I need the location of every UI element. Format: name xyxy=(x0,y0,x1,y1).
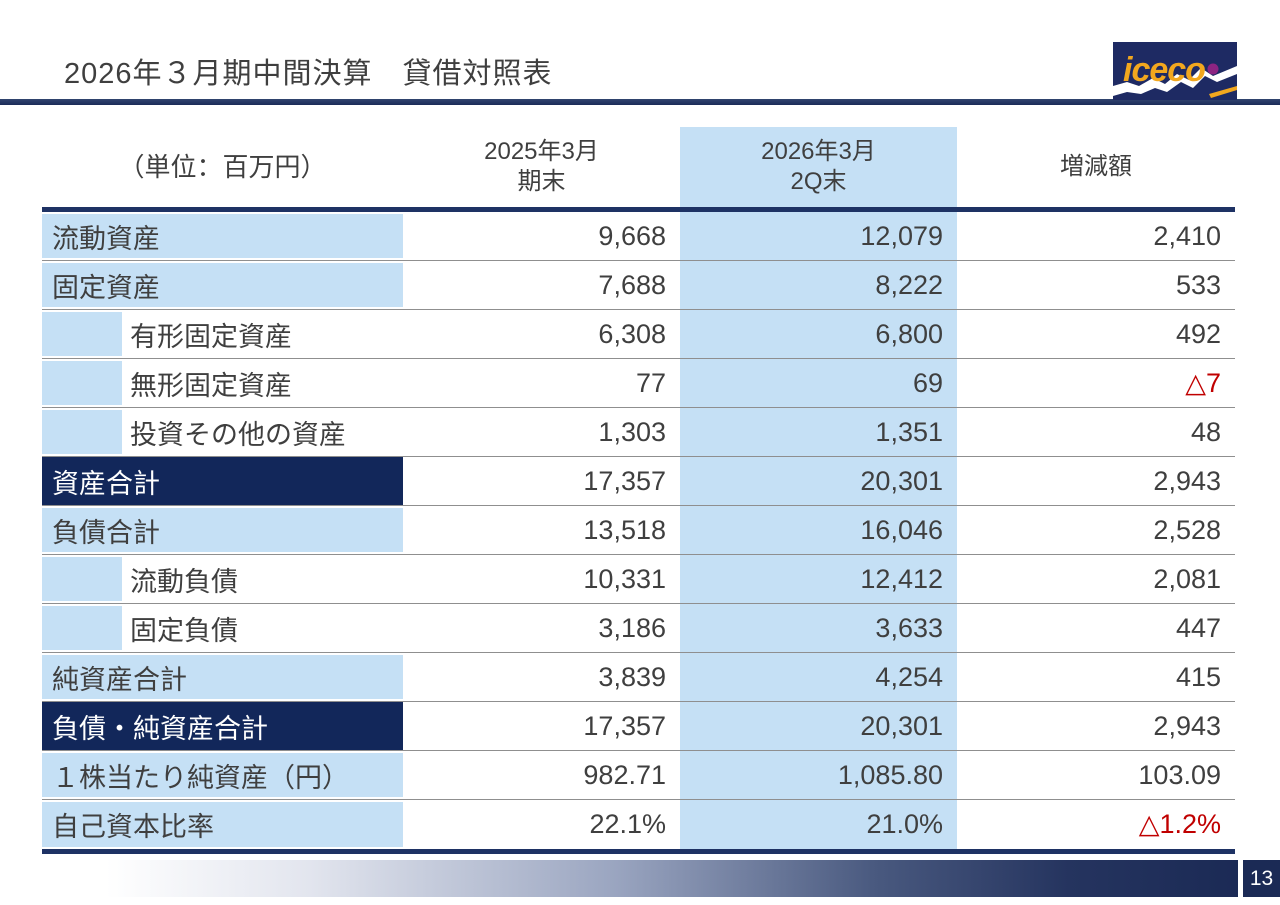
row-label: １株当たり純資産（円） xyxy=(42,751,403,799)
page-number: 13 xyxy=(1249,866,1274,890)
value-2026: 8,222 xyxy=(680,261,957,309)
row-label: 純資産合計 xyxy=(42,653,403,701)
value-2025: 7,688 xyxy=(598,269,666,300)
value-2025: 17,357 xyxy=(583,465,666,496)
value-2026: 4,254 xyxy=(680,653,957,701)
company-logo: iceco xyxy=(1113,42,1237,100)
value-2025: 3,186 xyxy=(598,612,666,643)
value-diff: 2,943 xyxy=(1153,465,1221,496)
col-header-2025: 2025年3月 期末 xyxy=(484,138,599,195)
value-2025: 3,839 xyxy=(598,661,666,692)
table-row: 流動資産 9,668 12,079 2,410 xyxy=(42,212,1235,261)
row-label: 流動負債 xyxy=(42,555,403,603)
table-body: 流動資産 9,668 12,079 2,410 固定資産 7,688 8,222… xyxy=(42,212,1235,849)
value-diff: 492 xyxy=(1175,318,1221,349)
value-2025: 13,518 xyxy=(583,514,666,545)
value-2026: 20,301 xyxy=(680,457,957,505)
table-row: 流動負債 10,331 12,412 2,081 xyxy=(42,555,1235,604)
logo-crack xyxy=(1113,66,1237,96)
value-diff: 103.09 xyxy=(1138,759,1221,790)
value-2025: 77 xyxy=(635,367,666,398)
value-diff: △7 xyxy=(1185,367,1221,398)
value-2026: 16,046 xyxy=(680,506,957,554)
table-header: （単位：百万円） 2025年3月 期末 2026年3月 2Q末 増減額 xyxy=(42,127,1235,207)
col-header-diff: 増減額 xyxy=(1060,153,1132,180)
value-2026: 12,412 xyxy=(680,555,957,603)
value-2026: 1,085.80 xyxy=(680,751,957,799)
table-row: 投資その他の資産 1,303 1,351 48 xyxy=(42,408,1235,457)
page-title: 2026年３月期中間決算 貸借対照表 xyxy=(64,58,553,90)
value-2026: 3,633 xyxy=(680,604,957,652)
value-2026: 20,301 xyxy=(680,702,957,750)
value-diff: 415 xyxy=(1175,661,1221,692)
value-2026: 1,351 xyxy=(680,408,957,456)
table-row: 無形固定資産 77 69 △7 xyxy=(42,359,1235,408)
table-row: 負債合計 13,518 16,046 2,528 xyxy=(42,506,1235,555)
value-2025: 982.71 xyxy=(583,759,666,790)
row-label: 自己資本比率 xyxy=(42,800,403,849)
logo-text: iceco xyxy=(1123,51,1205,89)
row-label: 流動資産 xyxy=(42,212,403,260)
row-label: 負債・純資産合計 xyxy=(42,702,403,750)
table-bottom-border xyxy=(42,849,1235,854)
value-2025: 6,308 xyxy=(598,318,666,349)
value-diff: △1.2% xyxy=(1138,809,1221,839)
page-number-box: 13 xyxy=(1243,860,1280,897)
row-label: 有形固定資産 xyxy=(42,310,403,358)
unit-label: （単位：百万円） xyxy=(118,151,327,182)
logo-dot xyxy=(1207,63,1219,75)
table-row: 負債・純資産合計 17,357 20,301 2,943 xyxy=(42,702,1235,751)
value-2025: 17,357 xyxy=(583,710,666,741)
value-2026: 12,079 xyxy=(680,212,957,260)
value-diff: 2,081 xyxy=(1153,563,1221,594)
value-2026: 6,800 xyxy=(680,310,957,358)
col-header-2026: 2026年3月 2Q末 xyxy=(680,127,957,207)
value-diff: 533 xyxy=(1175,269,1221,300)
table-row: １株当たり純資産（円） 982.71 1,085.80 103.09 xyxy=(42,751,1235,800)
row-label: 無形固定資産 xyxy=(42,359,403,407)
value-diff: 48 xyxy=(1190,416,1221,447)
row-label: 固定負債 xyxy=(42,604,403,652)
value-diff: 447 xyxy=(1175,612,1221,643)
header-divider xyxy=(42,207,1235,212)
title-underline xyxy=(0,99,1280,105)
table-row: 自己資本比率 22.1% 21.0% △1.2% xyxy=(42,800,1235,849)
table-row: 固定負債 3,186 3,633 447 xyxy=(42,604,1235,653)
table-row: 資産合計 17,357 20,301 2,943 xyxy=(42,457,1235,506)
value-diff: 2,528 xyxy=(1153,514,1221,545)
row-label: 投資その他の資産 xyxy=(42,408,403,456)
value-2025: 1,303 xyxy=(598,416,666,447)
value-2026: 69 xyxy=(680,359,957,407)
value-2026: 21.0% xyxy=(680,800,957,849)
value-diff: 2,943 xyxy=(1153,710,1221,741)
balance-sheet-table: （単位：百万円） 2025年3月 期末 2026年3月 2Q末 増減額 流動資産… xyxy=(42,127,1235,854)
value-2025: 9,668 xyxy=(598,220,666,251)
row-label: 固定資産 xyxy=(42,261,403,309)
logo-accent-streak xyxy=(1209,86,1237,98)
row-label: 負債合計 xyxy=(42,506,403,554)
value-2025: 22.1% xyxy=(589,809,666,839)
row-label: 資産合計 xyxy=(42,457,403,505)
value-2025: 10,331 xyxy=(583,563,666,594)
footer-gradient-bar xyxy=(106,860,1238,897)
table-row: 固定資産 7,688 8,222 533 xyxy=(42,261,1235,310)
value-diff: 2,410 xyxy=(1153,220,1221,251)
table-row: 純資産合計 3,839 4,254 415 xyxy=(42,653,1235,702)
table-row: 有形固定資産 6,308 6,800 492 xyxy=(42,310,1235,359)
